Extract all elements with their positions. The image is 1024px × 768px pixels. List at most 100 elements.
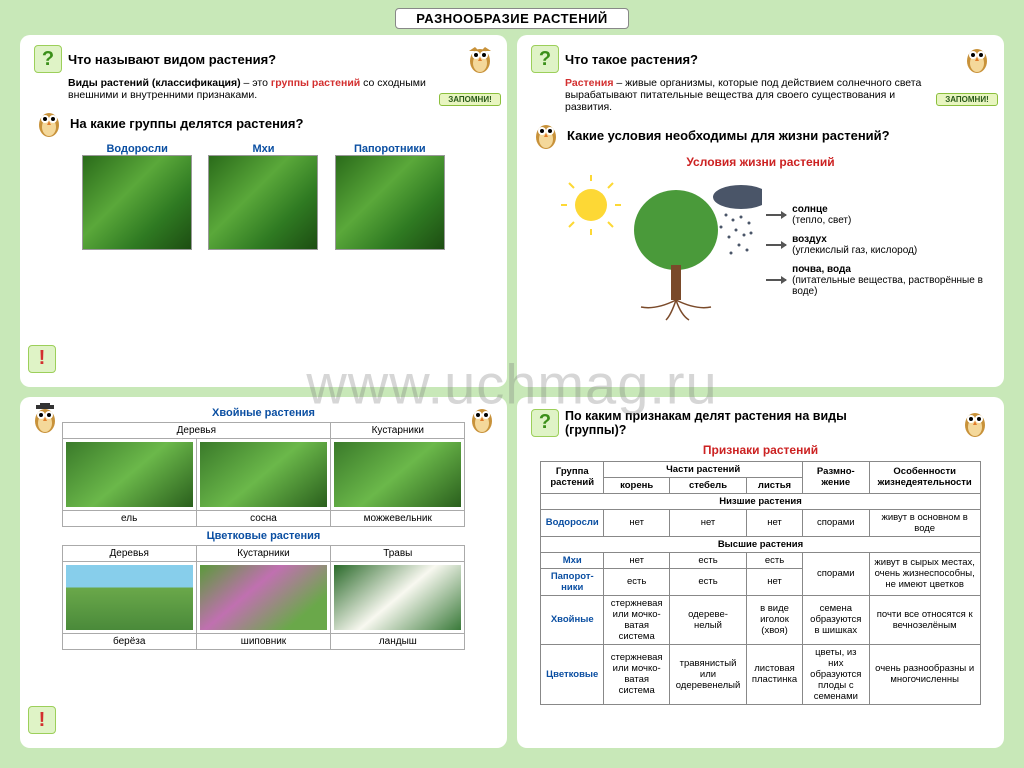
plant-image: [66, 442, 193, 507]
plant-row: Водоросли Мхи Папоротники: [74, 143, 453, 250]
th: Размно- жение: [803, 461, 869, 493]
td: Хвойные: [541, 595, 604, 644]
td: одереве- нелый: [670, 595, 747, 644]
owl-icon: [34, 107, 64, 139]
owl-icon: [531, 119, 561, 151]
td: шиповник: [196, 633, 330, 649]
label-row: воздух(углекислый газ, кислород): [766, 234, 990, 256]
question-line: ? Что называют видом растения?: [34, 45, 493, 73]
plant-image: [335, 155, 445, 250]
td: стержневая или мочко- ватая система: [604, 644, 670, 704]
th: листья: [746, 477, 802, 493]
t: – живые организмы, которые под действием…: [565, 77, 921, 113]
owl-icon: [962, 43, 992, 75]
question-line: ? По каким признакам делят растения на в…: [531, 407, 990, 439]
features-table: Группа растений Части растений Размно- ж…: [540, 461, 981, 705]
plant-image: [200, 442, 327, 507]
td: нет: [604, 552, 670, 568]
th: корень: [604, 477, 670, 493]
td: спорами: [803, 509, 869, 536]
heading: Хвойные растения: [34, 407, 493, 419]
question-text: На какие группы делятся растения?: [70, 116, 303, 131]
question-text: По каким признакам делят растения на вид…: [565, 409, 895, 437]
t: солнце: [792, 204, 828, 215]
card-whatis: ЗАПОМНИ! ? Что такое растения? Растения …: [517, 35, 1004, 387]
t: – это: [241, 77, 271, 89]
td: можжевельник: [331, 510, 465, 526]
label-row: почва, вода(питательные вещества, раство…: [766, 264, 990, 297]
t: воздух: [792, 234, 827, 245]
th: Кустарники: [196, 545, 330, 561]
td: Водоросли: [541, 509, 604, 536]
life-diagram: солнце(тепло, свет) воздух(углекислый га…: [561, 175, 990, 325]
plant-cell: Водоросли: [82, 143, 192, 250]
td: есть: [670, 568, 747, 595]
section: Высшие растения: [541, 536, 981, 552]
owl-icon: [30, 403, 60, 435]
question-icon: ?: [531, 409, 559, 437]
td: живут в основном в воде: [869, 509, 980, 536]
td: есть: [604, 568, 670, 595]
page-frame: РАЗНООБРАЗИЕ РАСТЕНИЙ ЗАПОМНИ! ? Что наз…: [20, 8, 1004, 748]
body-text: Виды растений (классификация) – это груп…: [68, 77, 448, 101]
th: Группа растений: [541, 461, 604, 493]
t: Виды растений (классификация): [68, 77, 241, 89]
arrow-icon: [766, 214, 786, 216]
td: нет: [746, 568, 802, 595]
body-text: Растения – живые организмы, которые под …: [565, 77, 945, 113]
td: цветы, из них образуются плоды с семенам…: [803, 644, 869, 704]
t: (питательные вещества, растворённые в во…: [792, 275, 983, 297]
question-text: Какие условия необходимы для жизни расте…: [567, 128, 890, 143]
page-title: РАЗНООБРАЗИЕ РАСТЕНИЙ: [395, 8, 629, 29]
td: живут в сырых местах, очень жизнеспособн…: [869, 552, 980, 595]
td: берёза: [62, 633, 196, 649]
label-row: солнце(тепло, свет): [766, 204, 990, 226]
exclaim-icon: !: [28, 345, 56, 373]
remember-badge: ЗАПОМНИ!: [439, 93, 501, 106]
owl-icon: [467, 403, 497, 435]
plant-image: [66, 565, 193, 630]
th: Части растений: [604, 461, 803, 477]
exclaim-icon: !: [28, 706, 56, 734]
section: Низшие растения: [541, 493, 981, 509]
th: Деревья: [62, 422, 331, 438]
th: Кустарники: [331, 422, 465, 438]
question-text: Что называют видом растения?: [68, 52, 276, 67]
plant-image: [82, 155, 192, 250]
td: есть: [746, 552, 802, 568]
td: сосна: [196, 510, 330, 526]
td: нет: [746, 509, 802, 536]
owl-icon: [465, 43, 495, 75]
diagram-labels: солнце(тепло, свет) воздух(углекислый га…: [766, 196, 990, 305]
question-text: Что такое растения?: [565, 52, 698, 67]
plant-image: [200, 565, 327, 630]
tree-diagram-svg: [561, 175, 762, 325]
td: есть: [670, 552, 747, 568]
question-icon: ?: [531, 45, 559, 73]
t: Растения: [565, 77, 613, 89]
t: почва, вода: [792, 264, 851, 275]
td: Мхи: [541, 552, 604, 568]
td: спорами: [803, 552, 869, 595]
td: ландыш: [331, 633, 465, 649]
remember-badge: ЗАПОМНИ!: [936, 93, 998, 106]
arrow-icon: [766, 244, 786, 246]
t: группы растений: [271, 77, 360, 89]
td: листовая пластинка: [746, 644, 802, 704]
td: Папорот- ники: [541, 568, 604, 595]
td: Цветковые: [541, 644, 604, 704]
td: стержневая или мочко- ватая система: [604, 595, 670, 644]
question-line: На какие группы делятся растения?: [34, 107, 493, 139]
td: очень разнообразны и многочисленны: [869, 644, 980, 704]
th: стебель: [670, 477, 747, 493]
card-conifer-flower: Хвойные растения ДеревьяКустарники ельсо…: [20, 397, 507, 749]
th: Травы: [331, 545, 465, 561]
question-icon: ?: [34, 45, 62, 73]
question-line: Какие условия необходимы для жизни расте…: [531, 119, 990, 151]
td: нет: [670, 509, 747, 536]
flower-table: ДеревьяКустарникиТравы берёзашиповниклан…: [62, 545, 466, 650]
question-line: ? Что такое растения?: [531, 45, 990, 73]
t: (тепло, свет): [792, 215, 851, 226]
owl-icon: [960, 407, 990, 439]
label: Мхи: [208, 143, 318, 155]
